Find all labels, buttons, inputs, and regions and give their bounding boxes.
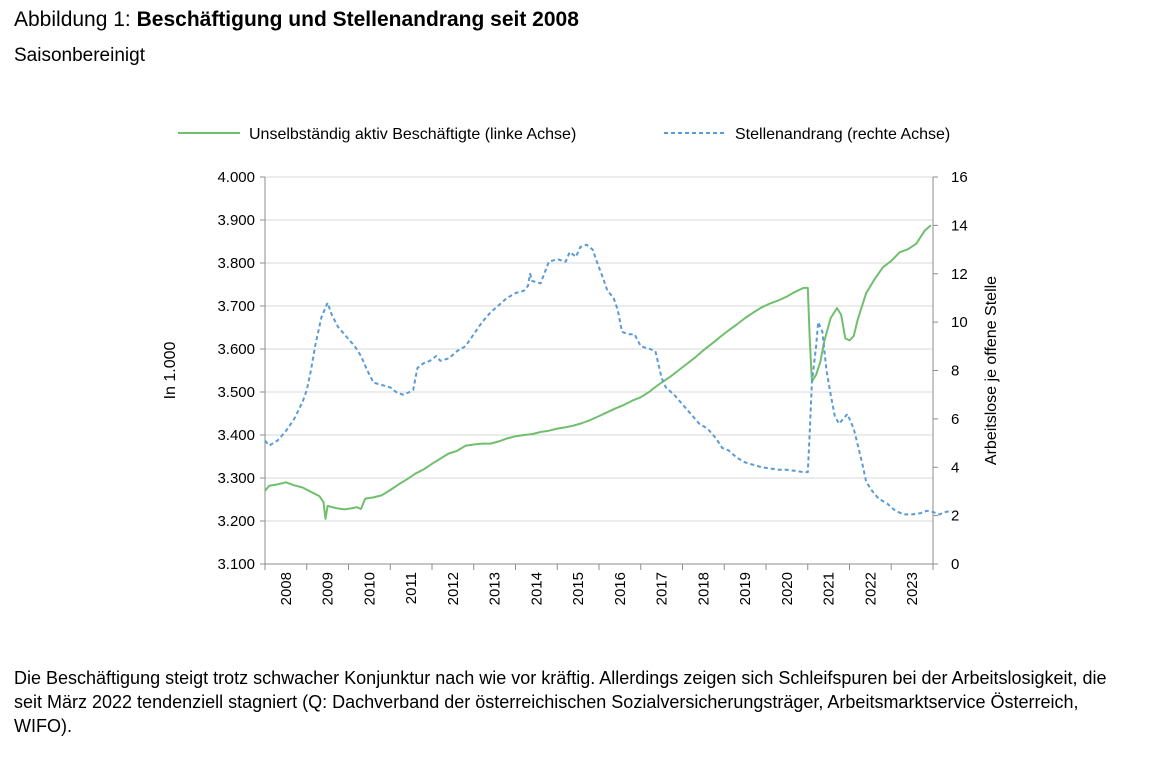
x-tick-label: 2018 xyxy=(695,572,712,605)
figure-subtitle: Saisonbereinigt xyxy=(14,45,145,66)
line-chart: 3.100 3.200 3.300 3.400 3.500 3.600 3.700 3.800… xyxy=(162,126,1000,605)
y-right-axis-title: Arbeitslose je offene Stelle xyxy=(983,276,1000,465)
axes: 3.100 3.200 3.300 3.400 3.500 3.600 3.700 3.800… xyxy=(162,169,1000,605)
y-left-tick-label: 3.200 xyxy=(217,513,255,530)
x-tick-label: 2021 xyxy=(821,572,838,605)
legend-item-employment-label: Unselbständig aktiv Beschäftigte (linke … xyxy=(249,126,576,143)
x-tick-label: 2011 xyxy=(403,572,420,604)
x-tick-label: 2020 xyxy=(779,572,796,605)
x-tick-label: 2022 xyxy=(862,572,879,605)
y-left-axis-title: In 1.000 xyxy=(162,341,179,399)
figure-title: Abbildung 1: Beschäftigung und Stellenan… xyxy=(14,8,579,32)
y-left-tick-label: 3.900 xyxy=(217,212,255,229)
x-tick-label: 2012 xyxy=(445,572,462,605)
y-right-tick-label: 10 xyxy=(951,314,968,331)
x-tick-label: 2014 xyxy=(528,572,545,605)
legend: Unselbständig aktiv Beschäftigte (linke … xyxy=(178,126,950,143)
figure-title-main: Beschäftigung und Stellenandrang seit 20… xyxy=(136,8,579,31)
y-left-tick-label: 3.100 xyxy=(217,556,255,573)
y-right-tick-label: 6 xyxy=(951,411,959,428)
series-line-applicants-per-vacancy xyxy=(264,243,952,516)
y-right-tick-label: 8 xyxy=(951,363,959,380)
y-left-tick-label: 3.800 xyxy=(217,255,255,272)
y-left-tick-label: 3.700 xyxy=(217,298,255,315)
x-tick-label: 2009 xyxy=(320,572,337,605)
y-right-tick-label: 0 xyxy=(951,556,959,573)
x-tick-label: 2015 xyxy=(570,572,587,605)
x-tick-label: 2023 xyxy=(904,572,921,605)
y-right-tick-label: 14 xyxy=(951,217,968,234)
series-lines xyxy=(264,224,952,520)
y-right-tick-label: 16 xyxy=(951,169,968,186)
y-left-tick-label: 3.300 xyxy=(217,470,255,487)
y-left-tick-label: 4.000 xyxy=(217,169,255,186)
x-tick-label: 2017 xyxy=(654,572,671,605)
y-left-tick-label: 3.500 xyxy=(217,384,255,401)
y-left-tick-label: 3.600 xyxy=(217,341,255,358)
gridlines xyxy=(265,176,933,522)
figure-caption: Die Beschäftigung steigt trotz schwacher… xyxy=(14,668,1107,736)
series-line-employment xyxy=(264,224,932,520)
x-tick-label: 2016 xyxy=(612,572,629,605)
y-right-tick-label: 4 xyxy=(951,459,959,476)
x-tick-label: 2019 xyxy=(737,572,754,605)
y-left-tick-label: 3.400 xyxy=(217,427,255,444)
x-tick-label: 2013 xyxy=(487,572,504,605)
y-right-tick-label: 2 xyxy=(951,508,959,525)
x-tick-label: 2008 xyxy=(278,572,295,605)
x-tick-label: 2010 xyxy=(361,572,378,605)
figure-title-prefix: Abbildung 1: xyxy=(14,8,137,31)
legend-item-applicants-per-vacancy-label: Stellenandrang (rechte Achse) xyxy=(735,126,950,143)
y-right-tick-label: 12 xyxy=(951,266,968,283)
